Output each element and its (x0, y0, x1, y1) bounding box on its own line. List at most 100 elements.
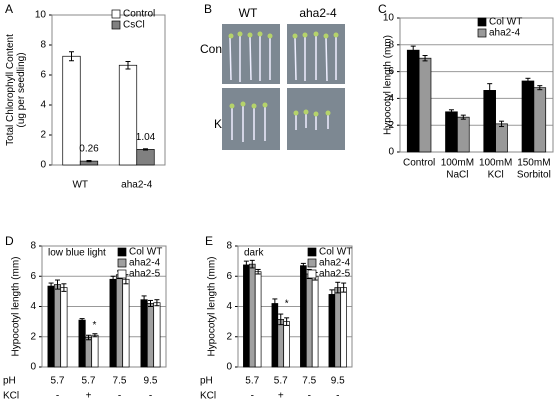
plot-frame (51, 14, 166, 166)
plot-frame (41, 245, 167, 368)
legend-label: Control (123, 9, 155, 20)
y-tick-label: 2 (40, 130, 46, 141)
subtitle: low blue light (48, 248, 106, 259)
error-bar (284, 317, 290, 326)
bar (254, 271, 262, 368)
x-tick-label: KCl (488, 170, 504, 181)
x-tick-label: 5.7 (245, 376, 259, 387)
bar (533, 87, 547, 153)
x-tick-label: - (251, 391, 254, 402)
row-label: KCl (200, 391, 216, 402)
y-tick-label: 6 (30, 271, 36, 282)
y-tick-label: 2 (30, 331, 36, 342)
bar (406, 49, 420, 153)
row-label: pH (3, 376, 16, 387)
error-bar (86, 334, 91, 341)
y-axis-label: Hypocotyl length (mm) (11, 256, 22, 356)
bar (243, 264, 250, 368)
bar (328, 294, 336, 368)
panel-letter: D (5, 234, 14, 248)
panel-letter: A (5, 2, 13, 16)
x-tick-label: 7.5 (302, 376, 316, 387)
error-bar (243, 260, 249, 270)
photo (222, 24, 345, 150)
y-axis-label: Hypocotyl length (mm) (207, 256, 218, 356)
legend-swatch (307, 269, 317, 279)
bar (340, 287, 347, 368)
value-label: 1.04 (136, 132, 156, 143)
bar (277, 319, 285, 368)
legend-swatch (111, 20, 121, 30)
bar (418, 57, 432, 153)
bar (311, 275, 319, 368)
bar (53, 284, 62, 368)
row-label: KCl (3, 391, 19, 402)
bar (47, 285, 55, 368)
y-tick-label: 6 (40, 70, 46, 81)
bar (109, 278, 117, 368)
bar (283, 321, 290, 368)
y-tick-label: 4 (226, 301, 232, 312)
legend-swatch (307, 247, 317, 257)
y-tick-label: 4 (40, 100, 46, 111)
bar (271, 303, 279, 368)
x-tick-label: 100mM (479, 158, 512, 169)
bar (118, 64, 138, 166)
legend-label: Col WT (129, 247, 162, 258)
legend-swatch (477, 28, 487, 38)
error-bar (410, 45, 416, 55)
bar (521, 80, 535, 153)
legend-label: aha2-4 (319, 258, 351, 269)
error-bar (255, 268, 261, 275)
x-tick-label: + (86, 391, 92, 402)
x-tick-label: - (149, 391, 152, 402)
legend-label: Col WT (319, 247, 352, 258)
value-label: 0.26 (79, 144, 99, 155)
y-tick-label: 8 (40, 40, 46, 51)
legend-swatch (307, 258, 317, 268)
error-bar (487, 83, 493, 98)
bar (91, 334, 99, 368)
x-tick-label: NaCl (446, 170, 468, 181)
error-bar (148, 299, 153, 307)
y-tick-label: 0 (40, 160, 46, 171)
error-bar (272, 298, 278, 309)
bar (153, 302, 161, 368)
x-tick-label: WT (72, 180, 88, 191)
y-tick-label: 8 (388, 39, 394, 50)
x-tick-label: 5.7 (51, 376, 65, 387)
x-tick-label: 9.5 (144, 376, 158, 387)
x-tick-label: + (278, 391, 284, 402)
legend-label: Col WT (489, 17, 522, 28)
bar (248, 263, 256, 368)
bar (60, 287, 68, 368)
legend-label: aha2-5 (319, 269, 351, 280)
error-bar (154, 299, 160, 307)
x-tick-label: 7.5 (113, 376, 127, 387)
x-tick-label: - (308, 391, 311, 402)
legend-swatch (111, 9, 121, 19)
x-tick-label: 150mM (517, 158, 550, 169)
x-tick-label: - (336, 391, 339, 402)
y-tick-label: 6 (388, 66, 394, 77)
legend-swatch (117, 247, 127, 257)
error-bar (86, 160, 92, 163)
bar (78, 319, 86, 368)
bar (146, 303, 155, 368)
error-bar (141, 295, 147, 304)
error-bar (422, 55, 428, 62)
legend-swatch (117, 269, 127, 279)
column-label: WT (239, 6, 258, 20)
bar (457, 116, 470, 153)
bar (122, 278, 130, 368)
y-tick-label: 8 (226, 241, 232, 252)
legend-label: aha2-4 (489, 28, 521, 39)
column-label: aha2-4 (299, 6, 337, 20)
x-tick-label: 9.5 (331, 376, 345, 387)
error-bar (125, 61, 131, 70)
row-label: pH (200, 376, 213, 387)
legend-swatch (117, 258, 127, 268)
error-bar (61, 283, 67, 292)
error-bar (537, 85, 543, 91)
